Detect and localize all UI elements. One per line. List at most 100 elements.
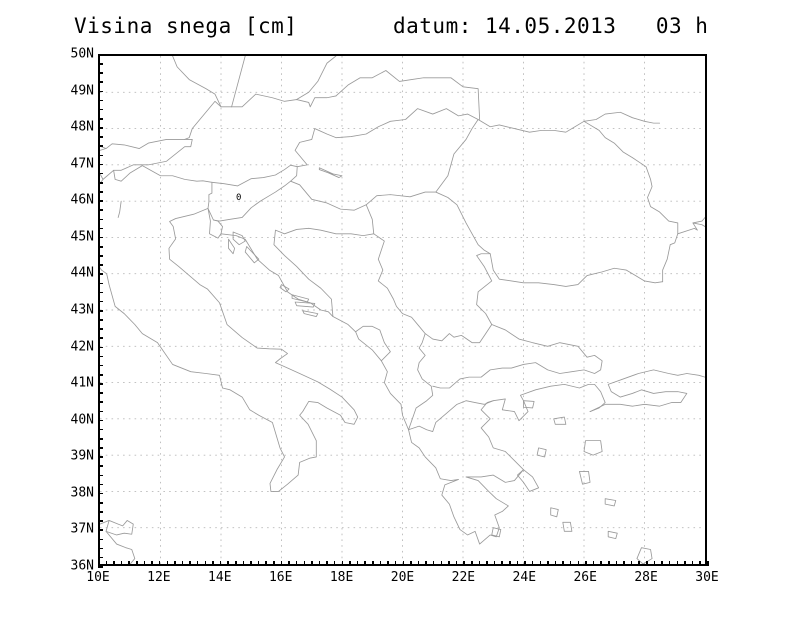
- x-axis-minor-tick: [196, 561, 199, 566]
- y-axis-minor-tick: [98, 310, 103, 312]
- map-gridlines: [100, 56, 705, 564]
- x-axis-minor-tick: [326, 561, 328, 566]
- y-axis-minor-tick: [98, 566, 103, 568]
- x-axis-minor-tick: [265, 561, 267, 566]
- x-axis-minor-tick: [158, 561, 161, 566]
- y-axis-minor-tick: [98, 337, 103, 339]
- x-axis-tick-label: 24E: [512, 570, 537, 585]
- x-axis-minor-tick: [402, 561, 404, 566]
- x-axis-minor-tick: [440, 561, 443, 566]
- y-axis-tick-label: 37N: [70, 521, 94, 537]
- x-axis-minor-tick: [562, 561, 564, 566]
- x-axis-minor-tick: [136, 561, 138, 566]
- y-axis-minor-tick: [98, 209, 103, 211]
- x-axis-tick-label: 14E: [208, 570, 232, 585]
- x-axis-minor-tick: [615, 561, 618, 566]
- x-axis-minor-tick: [638, 561, 640, 566]
- x-axis-minor-tick: [509, 561, 511, 566]
- y-axis-tick-label: 42N: [70, 339, 94, 355]
- y-axis-minor-tick: [98, 246, 103, 248]
- y-axis-minor-tick: [98, 483, 103, 486]
- x-axis-minor-tick: [120, 561, 123, 566]
- y-axis-minor-tick: [98, 383, 103, 385]
- x-axis-minor-tick: [623, 561, 625, 566]
- x-axis-minor-tick: [356, 561, 359, 566]
- x-axis-minor-tick: [333, 561, 336, 566]
- y-axis-minor-tick: [98, 273, 103, 275]
- x-axis-minor-tick: [387, 561, 389, 566]
- y-axis-tick-label: 43N: [70, 302, 94, 318]
- x-axis-minor-tick: [630, 561, 633, 566]
- y-axis-minor-tick: [98, 163, 103, 166]
- x-axis-minor-tick: [235, 561, 237, 566]
- y-axis-minor-tick: [98, 401, 103, 403]
- y-axis-tick-label: 47N: [70, 156, 94, 172]
- y-axis-minor-tick: [98, 346, 103, 349]
- y-axis-minor-tick: [98, 428, 103, 431]
- y-axis-minor-tick: [98, 547, 103, 550]
- y-axis-minor-tick: [98, 99, 103, 102]
- y-axis-minor-tick: [98, 438, 103, 440]
- x-axis-tick-label: 12E: [147, 570, 171, 585]
- x-axis-minor-tick: [486, 561, 488, 566]
- y-axis-minor-tick: [98, 72, 103, 74]
- y-axis-minor-tick: [98, 520, 103, 522]
- y-axis-minor-tick: [98, 54, 103, 56]
- map-geography: [100, 56, 705, 564]
- x-axis-minor-tick: [242, 561, 245, 566]
- x-axis-minor-tick: [166, 561, 168, 566]
- y-axis-tick-label: 46N: [70, 192, 94, 208]
- x-axis-minor-tick: [653, 561, 656, 566]
- map-plot-frame: [98, 54, 707, 566]
- y-axis-minor-tick: [98, 328, 103, 330]
- y-axis-minor-tick: [98, 182, 103, 184]
- y-axis-minor-tick: [98, 282, 103, 285]
- x-axis-minor-tick: [113, 561, 115, 566]
- y-axis-minor-tick: [98, 447, 103, 449]
- x-axis-minor-tick: [608, 561, 610, 566]
- x-axis-minor-tick: [448, 561, 450, 566]
- x-axis-tick-label: 18E: [329, 570, 354, 585]
- y-axis-minor-tick: [98, 63, 103, 65]
- x-axis-minor-tick: [189, 561, 191, 566]
- x-axis-minor-tick: [410, 561, 412, 566]
- x-axis-minor-tick: [311, 561, 313, 566]
- y-axis-minor-tick: [98, 529, 103, 531]
- y-axis-tick-label: 41N: [70, 375, 94, 391]
- x-axis-minor-tick: [98, 561, 100, 566]
- x-axis-minor-tick: [569, 561, 572, 566]
- y-axis-minor-tick: [98, 118, 103, 120]
- x-axis-minor-tick: [143, 561, 146, 566]
- y-axis-minor-tick: [98, 419, 103, 422]
- y-axis-minor-tick: [98, 218, 103, 221]
- x-axis-minor-tick: [295, 561, 298, 566]
- x-axis-minor-tick: [364, 561, 366, 566]
- y-axis-minor-tick: [98, 255, 103, 257]
- y-axis-minor-tick: [98, 200, 103, 202]
- y-axis-minor-tick: [98, 364, 103, 367]
- x-axis-minor-tick: [600, 561, 602, 566]
- x-axis-tick-label: 26E: [573, 570, 597, 585]
- y-axis-tick-label: 38N: [70, 485, 94, 501]
- y-axis-minor-tick: [98, 264, 103, 266]
- y-axis-tick-label: 48N: [70, 119, 94, 135]
- y-axis-tick-label: 50N: [70, 46, 94, 62]
- x-axis-tick-label: 16E: [268, 570, 293, 585]
- y-axis-tick-label: 39N: [70, 448, 94, 464]
- y-axis-tick-label: 49N: [70, 83, 94, 99]
- x-axis-minor-tick: [539, 561, 542, 566]
- x-axis-minor-tick: [105, 561, 108, 566]
- x-axis-minor-tick: [250, 561, 252, 566]
- x-axis-minor-tick: [379, 561, 382, 566]
- x-axis-minor-tick: [471, 561, 473, 566]
- x-axis-minor-tick: [349, 561, 351, 566]
- x-axis-minor-tick: [516, 561, 519, 566]
- x-axis-minor-tick: [676, 561, 679, 566]
- y-axis-minor-tick: [98, 291, 103, 294]
- x-axis-minor-tick: [372, 561, 374, 566]
- y-axis-minor-tick: [98, 172, 103, 175]
- y-axis-minor-tick: [98, 502, 103, 504]
- snow-depth-value-label: 0: [235, 192, 242, 203]
- x-axis-minor-tick: [661, 561, 663, 566]
